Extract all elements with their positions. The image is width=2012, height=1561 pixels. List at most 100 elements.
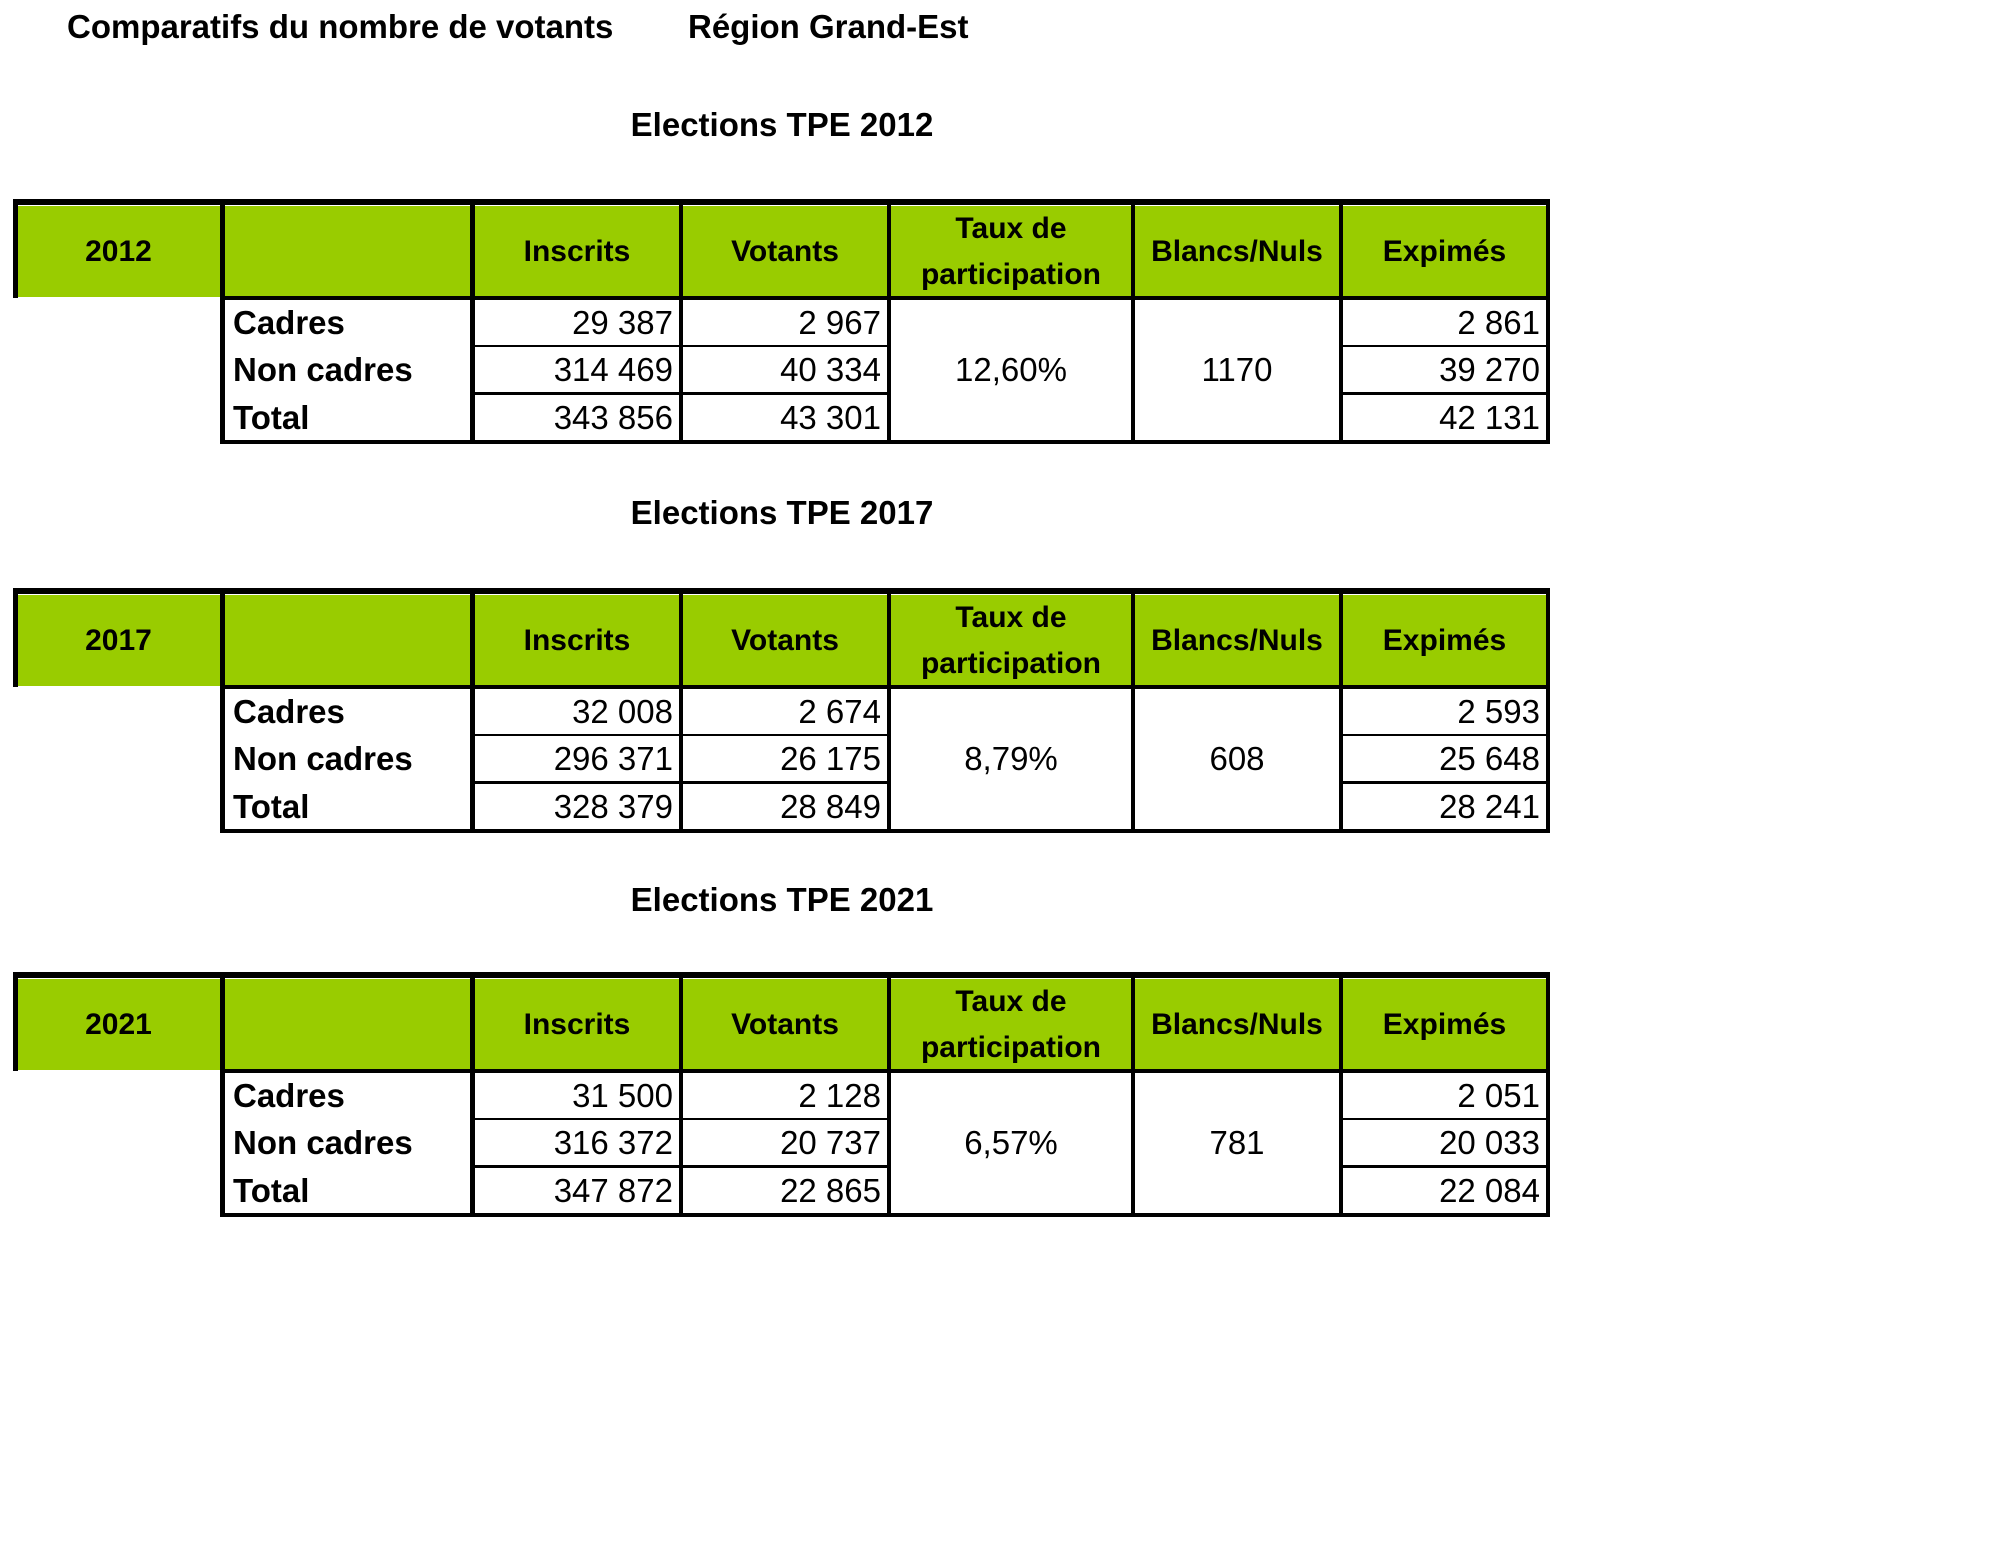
header-inscrits: Inscrits — [475, 595, 679, 686]
cell-non-cadres-exprimes: 25 648 — [1439, 739, 1540, 777]
cell-total-exprimes: 22 084 — [1439, 1171, 1540, 1209]
header-votants: Votants — [683, 206, 887, 297]
cell-taux-participation: 12,60% — [955, 351, 1067, 388]
cell-total-inscrits: 343 856 — [553, 398, 673, 436]
section-title: Elections TPE 2021 — [630, 881, 934, 918]
table-border — [887, 199, 891, 444]
year-cell: 2017 — [17, 595, 220, 686]
header-blancs-nuls: Blancs/Nuls — [1135, 206, 1339, 297]
header-votants: Votants — [683, 979, 887, 1070]
cell-non-cadres-votants: 40 334 — [780, 350, 881, 388]
table-border — [1131, 588, 1135, 833]
table-border — [220, 685, 1550, 689]
table-border — [679, 588, 683, 833]
cell-non-cadres-exprimes: 39 270 — [1439, 350, 1540, 388]
table-border — [1339, 734, 1548, 736]
cell-blancs-nuls: 608 — [1209, 740, 1265, 777]
cell-cadres-inscrits: 29 387 — [572, 303, 673, 341]
cell-cadres-exprimes: 2 861 — [1457, 303, 1540, 341]
table-border — [13, 588, 18, 687]
cell-blancs-nuls: 781 — [1209, 1124, 1265, 1161]
table-border — [220, 199, 225, 444]
header-taux: Taux de participation — [891, 206, 1131, 297]
year-cell: 2012 — [17, 206, 220, 297]
cell-cadres-exprimes: 2 593 — [1457, 692, 1540, 730]
table-border — [679, 199, 683, 444]
row-label-cadres: Cadres — [233, 692, 345, 730]
cell-cadres-votants: 2 674 — [798, 692, 881, 730]
region-title: Région Grand-Est — [688, 8, 969, 45]
cell-cadres-exprimes: 2 051 — [1457, 1076, 1540, 1114]
table-border — [220, 296, 1550, 300]
table-border — [679, 972, 683, 1217]
cell-non-cadres-inscrits: 314 469 — [553, 350, 673, 388]
cell-taux-participation: 8,79% — [964, 740, 1058, 777]
table-border — [13, 199, 18, 298]
cell-total-exprimes: 42 131 — [1439, 398, 1540, 436]
row-label-cadres: Cadres — [233, 303, 345, 341]
row-label-non-cadres: Non cadres — [233, 1123, 413, 1161]
table-border — [13, 972, 18, 1071]
table-border — [1546, 199, 1550, 444]
row-label-total: Total — [233, 787, 310, 825]
cell-total-exprimes: 28 241 — [1439, 787, 1540, 825]
cell-total-inscrits: 347 872 — [553, 1171, 673, 1209]
document-page: Comparatifs du nombre de votants Région … — [13, 8, 1550, 1217]
table-border — [220, 440, 1550, 444]
header-votants: Votants — [683, 595, 887, 686]
table-border — [1131, 972, 1135, 1217]
cell-non-cadres-inscrits: 296 371 — [553, 739, 673, 777]
cell-total-inscrits: 328 379 — [553, 787, 673, 825]
cell-total-votants: 43 301 — [780, 398, 881, 436]
header-exprimes: Expimés — [1343, 206, 1546, 297]
header-exprimes: Expimés — [1343, 595, 1546, 686]
table-border — [220, 1069, 1550, 1073]
page-title: Comparatifs du nombre de votants — [67, 8, 614, 45]
table-border — [220, 972, 225, 1217]
table-border — [1339, 972, 1343, 1217]
header-empty-cell — [225, 206, 470, 297]
header-blancs-nuls: Blancs/Nuls — [1135, 595, 1339, 686]
table-border — [220, 588, 225, 833]
header-inscrits: Inscrits — [475, 206, 679, 297]
cell-total-votants: 28 849 — [780, 787, 881, 825]
row-label-total: Total — [233, 1171, 310, 1209]
header-empty-cell — [225, 979, 470, 1070]
table-border — [470, 199, 475, 444]
table-border — [1339, 1118, 1548, 1120]
cell-cadres-inscrits: 32 008 — [572, 692, 673, 730]
table-border — [13, 588, 1550, 594]
cell-cadres-votants: 2 967 — [798, 303, 881, 341]
table-border — [887, 972, 891, 1217]
section-title: Elections TPE 2012 — [630, 106, 934, 143]
year-cell: 2021 — [17, 979, 220, 1070]
cell-blancs-nuls: 1170 — [1201, 351, 1273, 388]
header-inscrits: Inscrits — [475, 979, 679, 1070]
row-label-cadres: Cadres — [233, 1076, 345, 1114]
cell-non-cadres-exprimes: 20 033 — [1439, 1123, 1540, 1161]
cell-non-cadres-votants: 20 737 — [780, 1123, 881, 1161]
table-border — [1546, 588, 1550, 833]
table-border — [1339, 392, 1548, 395]
row-label-non-cadres: Non cadres — [233, 739, 413, 777]
row-label-total: Total — [233, 398, 310, 436]
cell-taux-participation: 6,57% — [964, 1124, 1058, 1161]
cell-cadres-votants: 2 128 — [798, 1076, 881, 1114]
table-border — [1339, 781, 1548, 784]
table-border — [1339, 1165, 1548, 1168]
table-border — [1339, 199, 1343, 444]
cell-non-cadres-votants: 26 175 — [780, 739, 881, 777]
table-border — [887, 588, 891, 833]
header-exprimes: Expimés — [1343, 979, 1546, 1070]
table-border — [220, 1213, 1550, 1217]
header-empty-cell — [225, 595, 470, 686]
table-border — [1339, 588, 1343, 833]
cell-non-cadres-inscrits: 316 372 — [553, 1123, 673, 1161]
row-label-non-cadres: Non cadres — [233, 350, 413, 388]
table-border — [220, 829, 1550, 833]
table-border — [470, 588, 475, 833]
header-taux: Taux de participation — [891, 979, 1131, 1070]
table-border — [13, 199, 1550, 205]
cell-cadres-inscrits: 31 500 — [572, 1076, 673, 1114]
section-title: Elections TPE 2017 — [630, 494, 934, 531]
